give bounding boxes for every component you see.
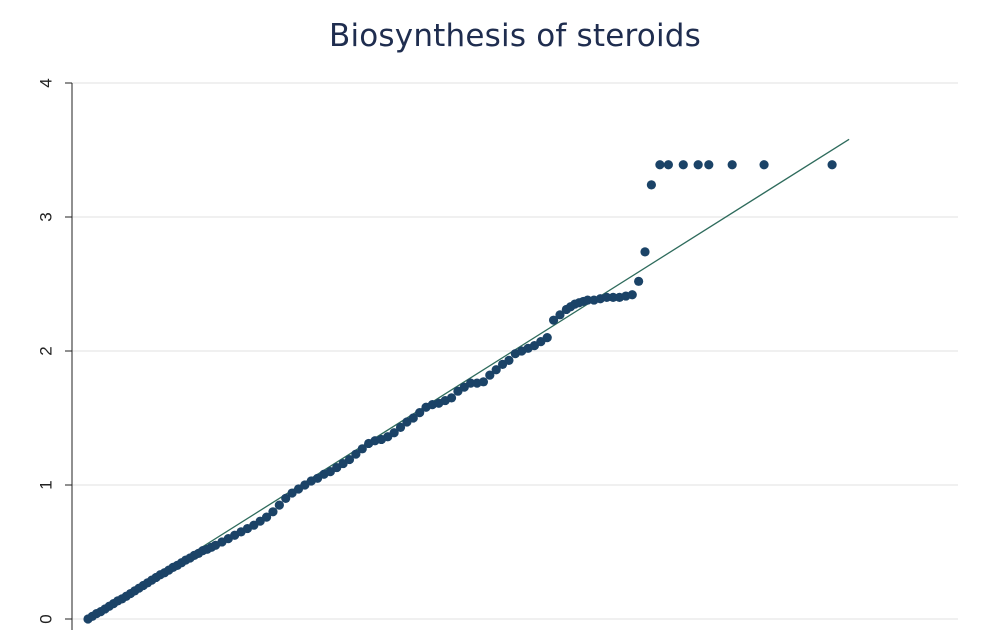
- data-point: [602, 292, 612, 302]
- data-point: [408, 413, 418, 423]
- data-point: [542, 333, 552, 343]
- data-point: [261, 512, 272, 522]
- tick-label-y-0: 0: [37, 614, 56, 623]
- data-point: [478, 377, 489, 387]
- data-point: [357, 444, 367, 454]
- data-point: [548, 315, 559, 325]
- data-point: [827, 160, 837, 170]
- data-point: [281, 493, 291, 503]
- data-point: [504, 355, 514, 365]
- data-point: [389, 428, 399, 438]
- data-point: [678, 160, 688, 170]
- chart-title: Biosynthesis of steroids: [328, 18, 702, 54]
- data-point: [655, 160, 665, 170]
- tick-label-y-3: 3: [37, 212, 56, 221]
- data-point: [395, 422, 406, 432]
- data-point: [555, 310, 565, 320]
- data-point: [485, 370, 495, 380]
- data-point: [704, 160, 714, 170]
- data-point: [646, 180, 656, 190]
- data-point: [627, 290, 637, 300]
- tick-label-y-2: 2: [37, 346, 56, 355]
- data-point: [693, 160, 703, 170]
- data-point: [608, 292, 618, 302]
- data-point: [759, 160, 769, 170]
- data-point: [466, 378, 476, 388]
- data-point: [351, 449, 361, 459]
- data-point: [446, 393, 457, 403]
- data-point: [415, 408, 425, 418]
- data-point: [640, 247, 650, 257]
- data-point: [344, 454, 355, 465]
- data-point: [583, 295, 593, 305]
- data-point: [274, 500, 284, 510]
- tick-label-y-1: 1: [37, 480, 56, 489]
- data-point: [727, 160, 737, 170]
- data-point: [634, 276, 644, 286]
- tick-label-y-4: 4: [37, 78, 56, 87]
- data-point: [491, 365, 501, 375]
- data-point: [663, 160, 673, 170]
- data-point: [268, 507, 278, 517]
